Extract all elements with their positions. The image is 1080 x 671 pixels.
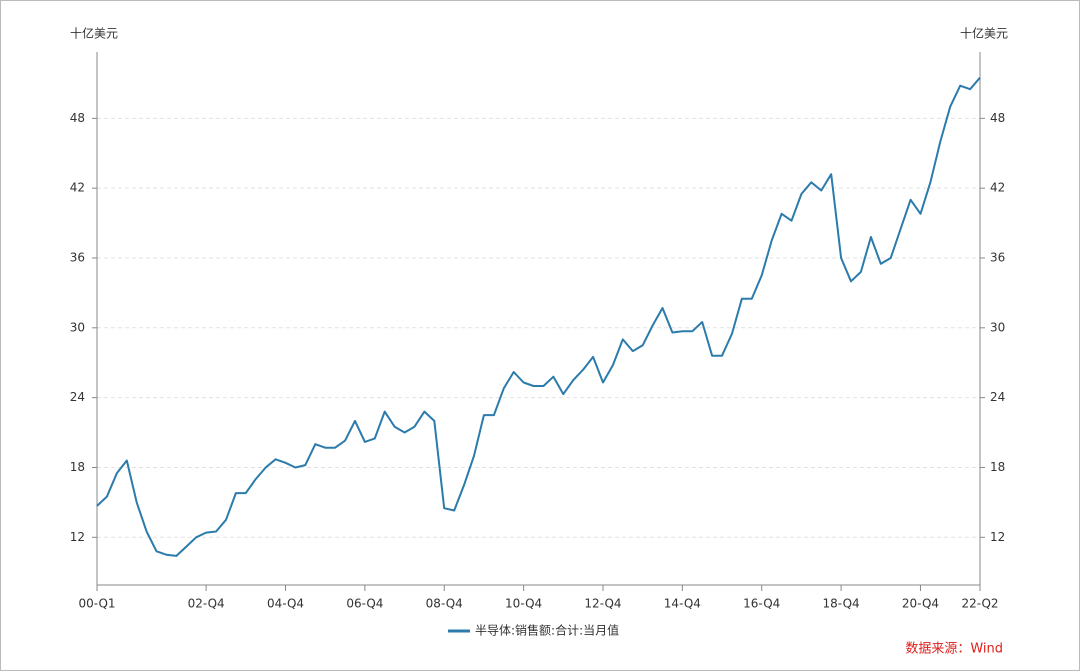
y-tick-label: 18 bbox=[70, 460, 85, 474]
y-tick-label: 24 bbox=[70, 390, 85, 404]
x-tick-label: 06-Q4 bbox=[346, 597, 383, 611]
series-line bbox=[96, 76, 981, 557]
y-tick-label: 48 bbox=[70, 111, 85, 125]
x-tick-label: 16-Q4 bbox=[743, 597, 780, 611]
y2-tick-label: 18 bbox=[990, 460, 1005, 474]
x-tick-label: 22-Q2 bbox=[961, 597, 998, 611]
x-tick-label: 14-Q4 bbox=[664, 597, 701, 611]
y2-tick-label: 12 bbox=[990, 530, 1005, 544]
y-tick-label: 36 bbox=[70, 250, 85, 264]
y-tick-label: 30 bbox=[70, 320, 85, 334]
x-tick-label: 00-Q1 bbox=[78, 597, 115, 611]
y2-axis-title: 十亿美元 bbox=[960, 26, 1008, 41]
y2-tick-label: 48 bbox=[990, 111, 1005, 125]
x-tick-label: 20-Q4 bbox=[902, 597, 939, 611]
y-tick-label: 12 bbox=[70, 530, 85, 544]
x-tick-label: 02-Q4 bbox=[188, 597, 225, 611]
legend-label: 半导体:销售额:合计:当月值 bbox=[475, 623, 619, 638]
x-tick-label: 04-Q4 bbox=[267, 597, 304, 611]
y2-tick-label: 24 bbox=[990, 390, 1005, 404]
x-tick-label: 18-Q4 bbox=[823, 597, 860, 611]
x-tick-label: 12-Q4 bbox=[584, 597, 621, 611]
y2-tick-label: 42 bbox=[990, 181, 1005, 195]
y-tick-label: 42 bbox=[70, 181, 85, 195]
y2-tick-label: 36 bbox=[990, 250, 1005, 264]
x-tick-label: 10-Q4 bbox=[505, 597, 542, 611]
y-axis-title: 十亿美元 bbox=[70, 26, 118, 41]
source-note: 数据来源：Wind bbox=[905, 642, 1003, 657]
x-tick-label: 08-Q4 bbox=[426, 597, 463, 611]
y2-tick-label: 30 bbox=[990, 320, 1005, 334]
